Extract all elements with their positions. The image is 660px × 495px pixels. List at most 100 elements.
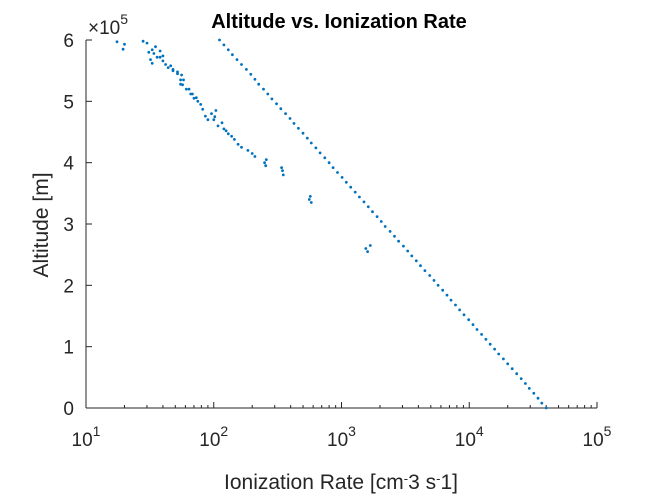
data-point bbox=[406, 249, 410, 253]
data-point bbox=[488, 342, 492, 346]
data-point bbox=[264, 164, 268, 168]
x-tick-label: 101 bbox=[72, 423, 101, 451]
x-tick-label: 104 bbox=[455, 423, 484, 451]
y-tick-label: 2 bbox=[63, 276, 74, 297]
data-point bbox=[519, 377, 523, 380]
y-axis: 0 1 2 3 4 5 6 bbox=[63, 31, 92, 420]
data-point bbox=[210, 112, 213, 115]
data-point bbox=[121, 47, 125, 51]
data-point bbox=[544, 406, 548, 410]
data-point bbox=[231, 53, 234, 57]
data-point bbox=[336, 171, 339, 174]
data-point bbox=[497, 352, 501, 356]
data-point bbox=[393, 234, 396, 238]
data-point bbox=[154, 45, 157, 49]
data-point bbox=[423, 269, 427, 272]
data-point bbox=[275, 102, 278, 106]
data-point bbox=[236, 142, 240, 146]
data-point bbox=[366, 250, 369, 254]
data-point bbox=[235, 58, 239, 61]
data-point bbox=[305, 136, 309, 140]
data-point bbox=[249, 72, 253, 76]
data-point bbox=[449, 298, 453, 302]
data-point bbox=[240, 63, 243, 66]
data-point bbox=[253, 77, 257, 81]
data-point bbox=[364, 247, 368, 250]
data-point bbox=[368, 244, 372, 247]
data-point bbox=[257, 82, 261, 86]
data-point bbox=[540, 401, 544, 405]
data-point bbox=[402, 244, 405, 248]
data-point bbox=[307, 198, 311, 201]
x-tick-label: 105 bbox=[583, 423, 612, 451]
data-point bbox=[187, 87, 191, 91]
data-point bbox=[349, 185, 353, 189]
data-point bbox=[230, 134, 234, 138]
data-point bbox=[536, 396, 540, 400]
data-point bbox=[467, 318, 471, 322]
data-point bbox=[224, 129, 228, 133]
data-point bbox=[123, 42, 126, 46]
data-point bbox=[362, 200, 366, 204]
data-point bbox=[158, 49, 162, 53]
y-multiplier-base: 10 bbox=[99, 18, 120, 39]
data-point bbox=[292, 122, 296, 125]
data-point bbox=[331, 166, 335, 170]
data-point bbox=[169, 64, 173, 68]
data-point bbox=[147, 50, 151, 54]
x-tick-label: 103 bbox=[327, 423, 356, 451]
data-point bbox=[220, 121, 224, 125]
y-tick-label: 1 bbox=[63, 338, 74, 359]
data-point bbox=[318, 151, 322, 155]
data-point bbox=[480, 333, 483, 336]
data-point bbox=[171, 68, 175, 71]
data-point bbox=[176, 70, 179, 74]
data-point bbox=[484, 337, 488, 341]
data-point bbox=[527, 387, 531, 390]
data-point bbox=[323, 156, 327, 160]
y-multiplier: ×105 bbox=[88, 11, 128, 39]
y-tick-label: 3 bbox=[63, 215, 74, 236]
data-point bbox=[164, 63, 168, 66]
data-point bbox=[253, 155, 257, 158]
data-point bbox=[150, 61, 154, 65]
data-point bbox=[419, 264, 422, 268]
x-axis-label: Ionization Rate [cm-3 s-1] bbox=[224, 471, 458, 494]
axes bbox=[85, 40, 597, 409]
data-point bbox=[279, 107, 283, 111]
y-tick-label: 6 bbox=[63, 31, 74, 52]
data-point bbox=[262, 87, 265, 91]
data-point bbox=[233, 138, 236, 141]
data-point bbox=[502, 357, 505, 361]
data-point bbox=[281, 173, 285, 177]
data-point bbox=[309, 141, 313, 145]
data-point bbox=[179, 82, 183, 86]
data-point bbox=[149, 58, 152, 61]
y-tick-label: 0 bbox=[63, 399, 74, 420]
data-point bbox=[383, 225, 387, 228]
data-point bbox=[515, 372, 519, 376]
svg-text:×105: ×105 bbox=[88, 11, 128, 39]
y-tick-label: 5 bbox=[63, 92, 74, 113]
data-point bbox=[309, 201, 313, 204]
data-point bbox=[506, 362, 510, 366]
data-point bbox=[180, 73, 184, 77]
data-point bbox=[226, 48, 230, 52]
data-point bbox=[218, 38, 221, 42]
data-point bbox=[212, 118, 216, 122]
data-point bbox=[371, 210, 374, 214]
data-point bbox=[199, 103, 203, 106]
data-point bbox=[432, 279, 436, 282]
data-point bbox=[166, 66, 170, 69]
y-tick-label: 4 bbox=[63, 154, 74, 175]
data-point bbox=[216, 124, 220, 128]
data-point bbox=[206, 118, 210, 122]
x-axis: 101 102 103 104 105 bbox=[72, 402, 612, 451]
data-point bbox=[475, 328, 479, 331]
data-point bbox=[266, 92, 270, 96]
data-point bbox=[327, 161, 331, 165]
data-point bbox=[158, 55, 162, 59]
data-point bbox=[155, 55, 159, 59]
data-point bbox=[270, 97, 274, 101]
